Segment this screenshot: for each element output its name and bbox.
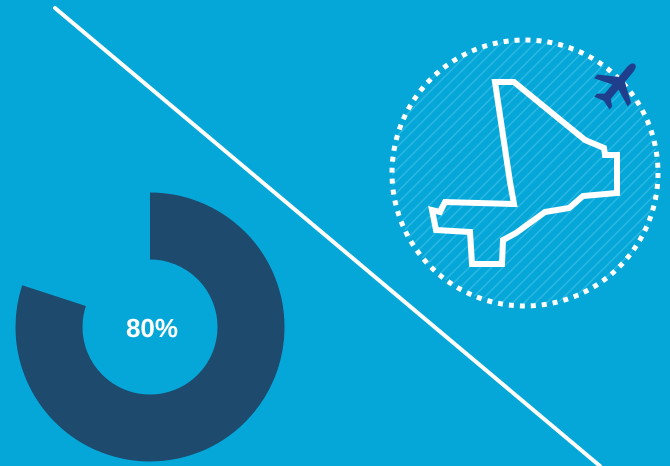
progress-percent-label: 80% <box>125 313 179 343</box>
dotted-circle-border <box>389 37 661 309</box>
country-outline-icon <box>428 79 620 267</box>
diagonal-divider-line <box>53 6 602 466</box>
map-badge <box>389 37 661 309</box>
airplane-icon <box>594 63 636 110</box>
map-badge-fill <box>392 40 658 306</box>
progress-donut <box>15 192 285 462</box>
donut-progress-arc <box>15 192 285 462</box>
